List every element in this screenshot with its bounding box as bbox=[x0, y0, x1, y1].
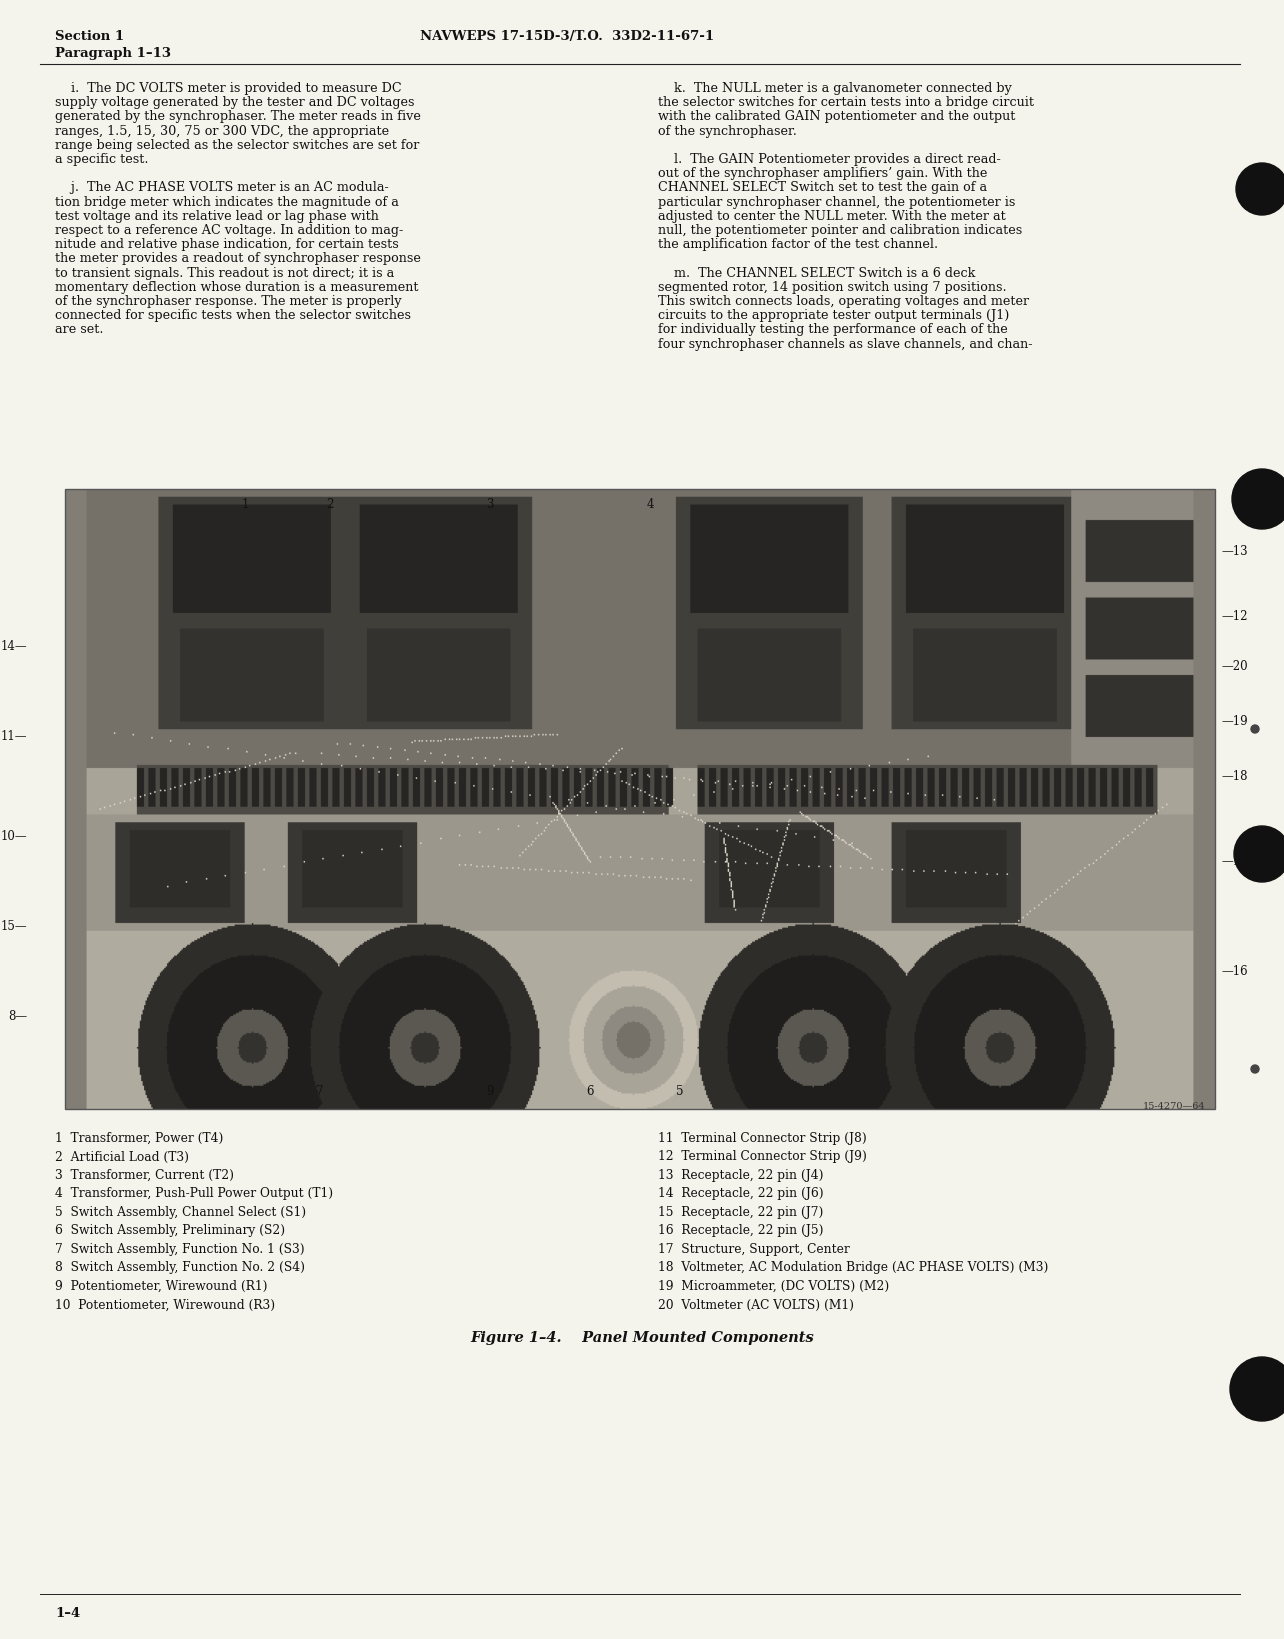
Text: 2: 2 bbox=[326, 498, 334, 511]
Text: nitude and relative phase indication, for certain tests: nitude and relative phase indication, fo… bbox=[55, 238, 399, 251]
Text: k.  The NULL meter is a galvanometer connected by: k. The NULL meter is a galvanometer conn… bbox=[657, 82, 1012, 95]
Text: 3  Transformer, Current (T2): 3 Transformer, Current (T2) bbox=[55, 1169, 234, 1182]
Text: with the calibrated GAIN potentiometer and the output: with the calibrated GAIN potentiometer a… bbox=[657, 110, 1016, 123]
Text: —19: —19 bbox=[1221, 715, 1248, 728]
Text: i.  The DC VOLTS meter is provided to measure DC: i. The DC VOLTS meter is provided to mea… bbox=[55, 82, 402, 95]
Text: ranges, 1.5, 15, 30, 75 or 300 VDC, the appropriate: ranges, 1.5, 15, 30, 75 or 300 VDC, the … bbox=[55, 125, 389, 138]
Text: —18: —18 bbox=[1221, 770, 1248, 782]
Circle shape bbox=[1233, 470, 1284, 529]
Text: the selector switches for certain tests into a bridge circuit: the selector switches for certain tests … bbox=[657, 97, 1034, 110]
Text: 14  Receptacle, 22 pin (J6): 14 Receptacle, 22 pin (J6) bbox=[657, 1187, 823, 1200]
Text: 9: 9 bbox=[487, 1085, 494, 1098]
Text: 10—: 10— bbox=[0, 829, 27, 842]
Text: Figure 1–4.    Panel Mounted Components: Figure 1–4. Panel Mounted Components bbox=[470, 1331, 814, 1344]
Text: connected for specific tests when the selector switches: connected for specific tests when the se… bbox=[55, 310, 411, 321]
Text: 15-4270—64: 15-4270—64 bbox=[1143, 1101, 1204, 1110]
Text: l.  The GAIN Potentiometer provides a direct read-: l. The GAIN Potentiometer provides a dir… bbox=[657, 152, 1000, 166]
Text: null, the potentiometer pointer and calibration indicates: null, the potentiometer pointer and cali… bbox=[657, 225, 1022, 238]
Circle shape bbox=[1234, 826, 1284, 882]
Text: are set.: are set. bbox=[55, 323, 104, 336]
Circle shape bbox=[1251, 726, 1260, 734]
Text: adjusted to center the NULL meter. With the meter at: adjusted to center the NULL meter. With … bbox=[657, 210, 1005, 223]
Text: —17: —17 bbox=[1221, 854, 1248, 867]
Circle shape bbox=[1230, 1357, 1284, 1421]
Text: 5  Switch Assembly, Channel Select (S1): 5 Switch Assembly, Channel Select (S1) bbox=[55, 1205, 306, 1218]
Text: test voltage and its relative lead or lag phase with: test voltage and its relative lead or la… bbox=[55, 210, 379, 223]
Text: for individually testing the performance of each of the: for individually testing the performance… bbox=[657, 323, 1008, 336]
Text: 2  Artificial Load (T3): 2 Artificial Load (T3) bbox=[55, 1151, 189, 1162]
Text: 8  Switch Assembly, Function No. 2 (S4): 8 Switch Assembly, Function No. 2 (S4) bbox=[55, 1260, 306, 1274]
Text: 12  Terminal Connector Strip (J9): 12 Terminal Connector Strip (J9) bbox=[657, 1151, 867, 1162]
Text: 10  Potentiometer, Wirewound (R3): 10 Potentiometer, Wirewound (R3) bbox=[55, 1298, 275, 1311]
Text: 8—: 8— bbox=[8, 1010, 27, 1023]
Text: 13  Receptacle, 22 pin (J4): 13 Receptacle, 22 pin (J4) bbox=[657, 1169, 823, 1182]
Text: —12: —12 bbox=[1221, 610, 1248, 623]
Text: to transient signals. This readout is not direct; it is a: to transient signals. This readout is no… bbox=[55, 267, 394, 279]
Text: 6  Switch Assembly, Preliminary (S2): 6 Switch Assembly, Preliminary (S2) bbox=[55, 1224, 285, 1237]
Text: supply voltage generated by the tester and DC voltages: supply voltage generated by the tester a… bbox=[55, 97, 415, 110]
Text: generated by the synchrophaser. The meter reads in five: generated by the synchrophaser. The mete… bbox=[55, 110, 421, 123]
Text: circuits to the appropriate tester output terminals (J1): circuits to the appropriate tester outpu… bbox=[657, 310, 1009, 321]
Text: 1–4: 1–4 bbox=[55, 1606, 80, 1619]
Text: 19  Microammeter, (DC VOLTS) (M2): 19 Microammeter, (DC VOLTS) (M2) bbox=[657, 1278, 890, 1292]
Text: —13: —13 bbox=[1221, 544, 1248, 557]
Text: Paragraph 1–13: Paragraph 1–13 bbox=[55, 48, 171, 61]
Text: CHANNEL SELECT Switch set to test the gain of a: CHANNEL SELECT Switch set to test the ga… bbox=[657, 182, 987, 195]
Text: —20: —20 bbox=[1221, 659, 1248, 672]
Text: 20  Voltmeter (AC VOLTS) (M1): 20 Voltmeter (AC VOLTS) (M1) bbox=[657, 1298, 854, 1311]
Text: 4: 4 bbox=[646, 498, 654, 511]
Text: 17  Structure, Support, Center: 17 Structure, Support, Center bbox=[657, 1242, 850, 1255]
Text: four synchrophaser channels as slave channels, and chan-: four synchrophaser channels as slave cha… bbox=[657, 338, 1032, 351]
Text: momentary deflection whose duration is a measurement: momentary deflection whose duration is a… bbox=[55, 280, 419, 293]
Bar bbox=[65, 490, 1215, 1110]
Text: of the synchrophaser.: of the synchrophaser. bbox=[657, 125, 797, 138]
Text: j.  The AC PHASE VOLTS meter is an AC modula-: j. The AC PHASE VOLTS meter is an AC mod… bbox=[55, 182, 389, 195]
Text: 11—: 11— bbox=[0, 729, 27, 742]
Text: the meter provides a readout of synchrophaser response: the meter provides a readout of synchrop… bbox=[55, 252, 421, 266]
Text: range being selected as the selector switches are set for: range being selected as the selector swi… bbox=[55, 139, 420, 152]
Text: 4  Transformer, Push-Pull Power Output (T1): 4 Transformer, Push-Pull Power Output (T… bbox=[55, 1187, 333, 1200]
Text: segmented rotor, 14 position switch using 7 positions.: segmented rotor, 14 position switch usin… bbox=[657, 280, 1007, 293]
Text: 6: 6 bbox=[587, 1085, 593, 1098]
Text: 1: 1 bbox=[241, 498, 249, 511]
Text: NAVWEPS 17-15D-3/T.O.  33D2-11-67-1: NAVWEPS 17-15D-3/T.O. 33D2-11-67-1 bbox=[420, 30, 714, 43]
Text: 7: 7 bbox=[316, 1085, 324, 1098]
Text: tion bridge meter which indicates the magnitude of a: tion bridge meter which indicates the ma… bbox=[55, 195, 399, 208]
Text: out of the synchrophaser amplifiers’ gain. With the: out of the synchrophaser amplifiers’ gai… bbox=[657, 167, 987, 180]
Circle shape bbox=[1236, 164, 1284, 216]
Text: m.  The CHANNEL SELECT Switch is a 6 deck: m. The CHANNEL SELECT Switch is a 6 deck bbox=[657, 267, 976, 279]
Text: 11  Terminal Connector Strip (J8): 11 Terminal Connector Strip (J8) bbox=[657, 1131, 867, 1144]
Text: 14—: 14— bbox=[0, 639, 27, 652]
Text: respect to a reference AC voltage. In addition to mag-: respect to a reference AC voltage. In ad… bbox=[55, 225, 403, 238]
Text: —16: —16 bbox=[1221, 964, 1248, 977]
Text: particular synchrophaser channel, the potentiometer is: particular synchrophaser channel, the po… bbox=[657, 195, 1016, 208]
Text: a specific test.: a specific test. bbox=[55, 152, 149, 166]
Text: 5: 5 bbox=[677, 1085, 684, 1098]
Text: of the synchrophaser response. The meter is properly: of the synchrophaser response. The meter… bbox=[55, 295, 402, 308]
Circle shape bbox=[1251, 1065, 1260, 1074]
Text: 16  Receptacle, 22 pin (J5): 16 Receptacle, 22 pin (J5) bbox=[657, 1224, 823, 1237]
Text: This switch connects loads, operating voltages and meter: This switch connects loads, operating vo… bbox=[657, 295, 1028, 308]
Text: the amplification factor of the test channel.: the amplification factor of the test cha… bbox=[657, 238, 939, 251]
Text: 7  Switch Assembly, Function No. 1 (S3): 7 Switch Assembly, Function No. 1 (S3) bbox=[55, 1242, 304, 1255]
Text: 3: 3 bbox=[487, 498, 494, 511]
Text: 15  Receptacle, 22 pin (J7): 15 Receptacle, 22 pin (J7) bbox=[657, 1205, 823, 1218]
Text: 1  Transformer, Power (T4): 1 Transformer, Power (T4) bbox=[55, 1131, 223, 1144]
Text: 9  Potentiometer, Wirewound (R1): 9 Potentiometer, Wirewound (R1) bbox=[55, 1278, 267, 1292]
Text: 15—: 15— bbox=[0, 919, 27, 933]
Text: Section 1: Section 1 bbox=[55, 30, 125, 43]
Text: 18  Voltmeter, AC Modulation Bridge (AC PHASE VOLTS) (M3): 18 Voltmeter, AC Modulation Bridge (AC P… bbox=[657, 1260, 1048, 1274]
